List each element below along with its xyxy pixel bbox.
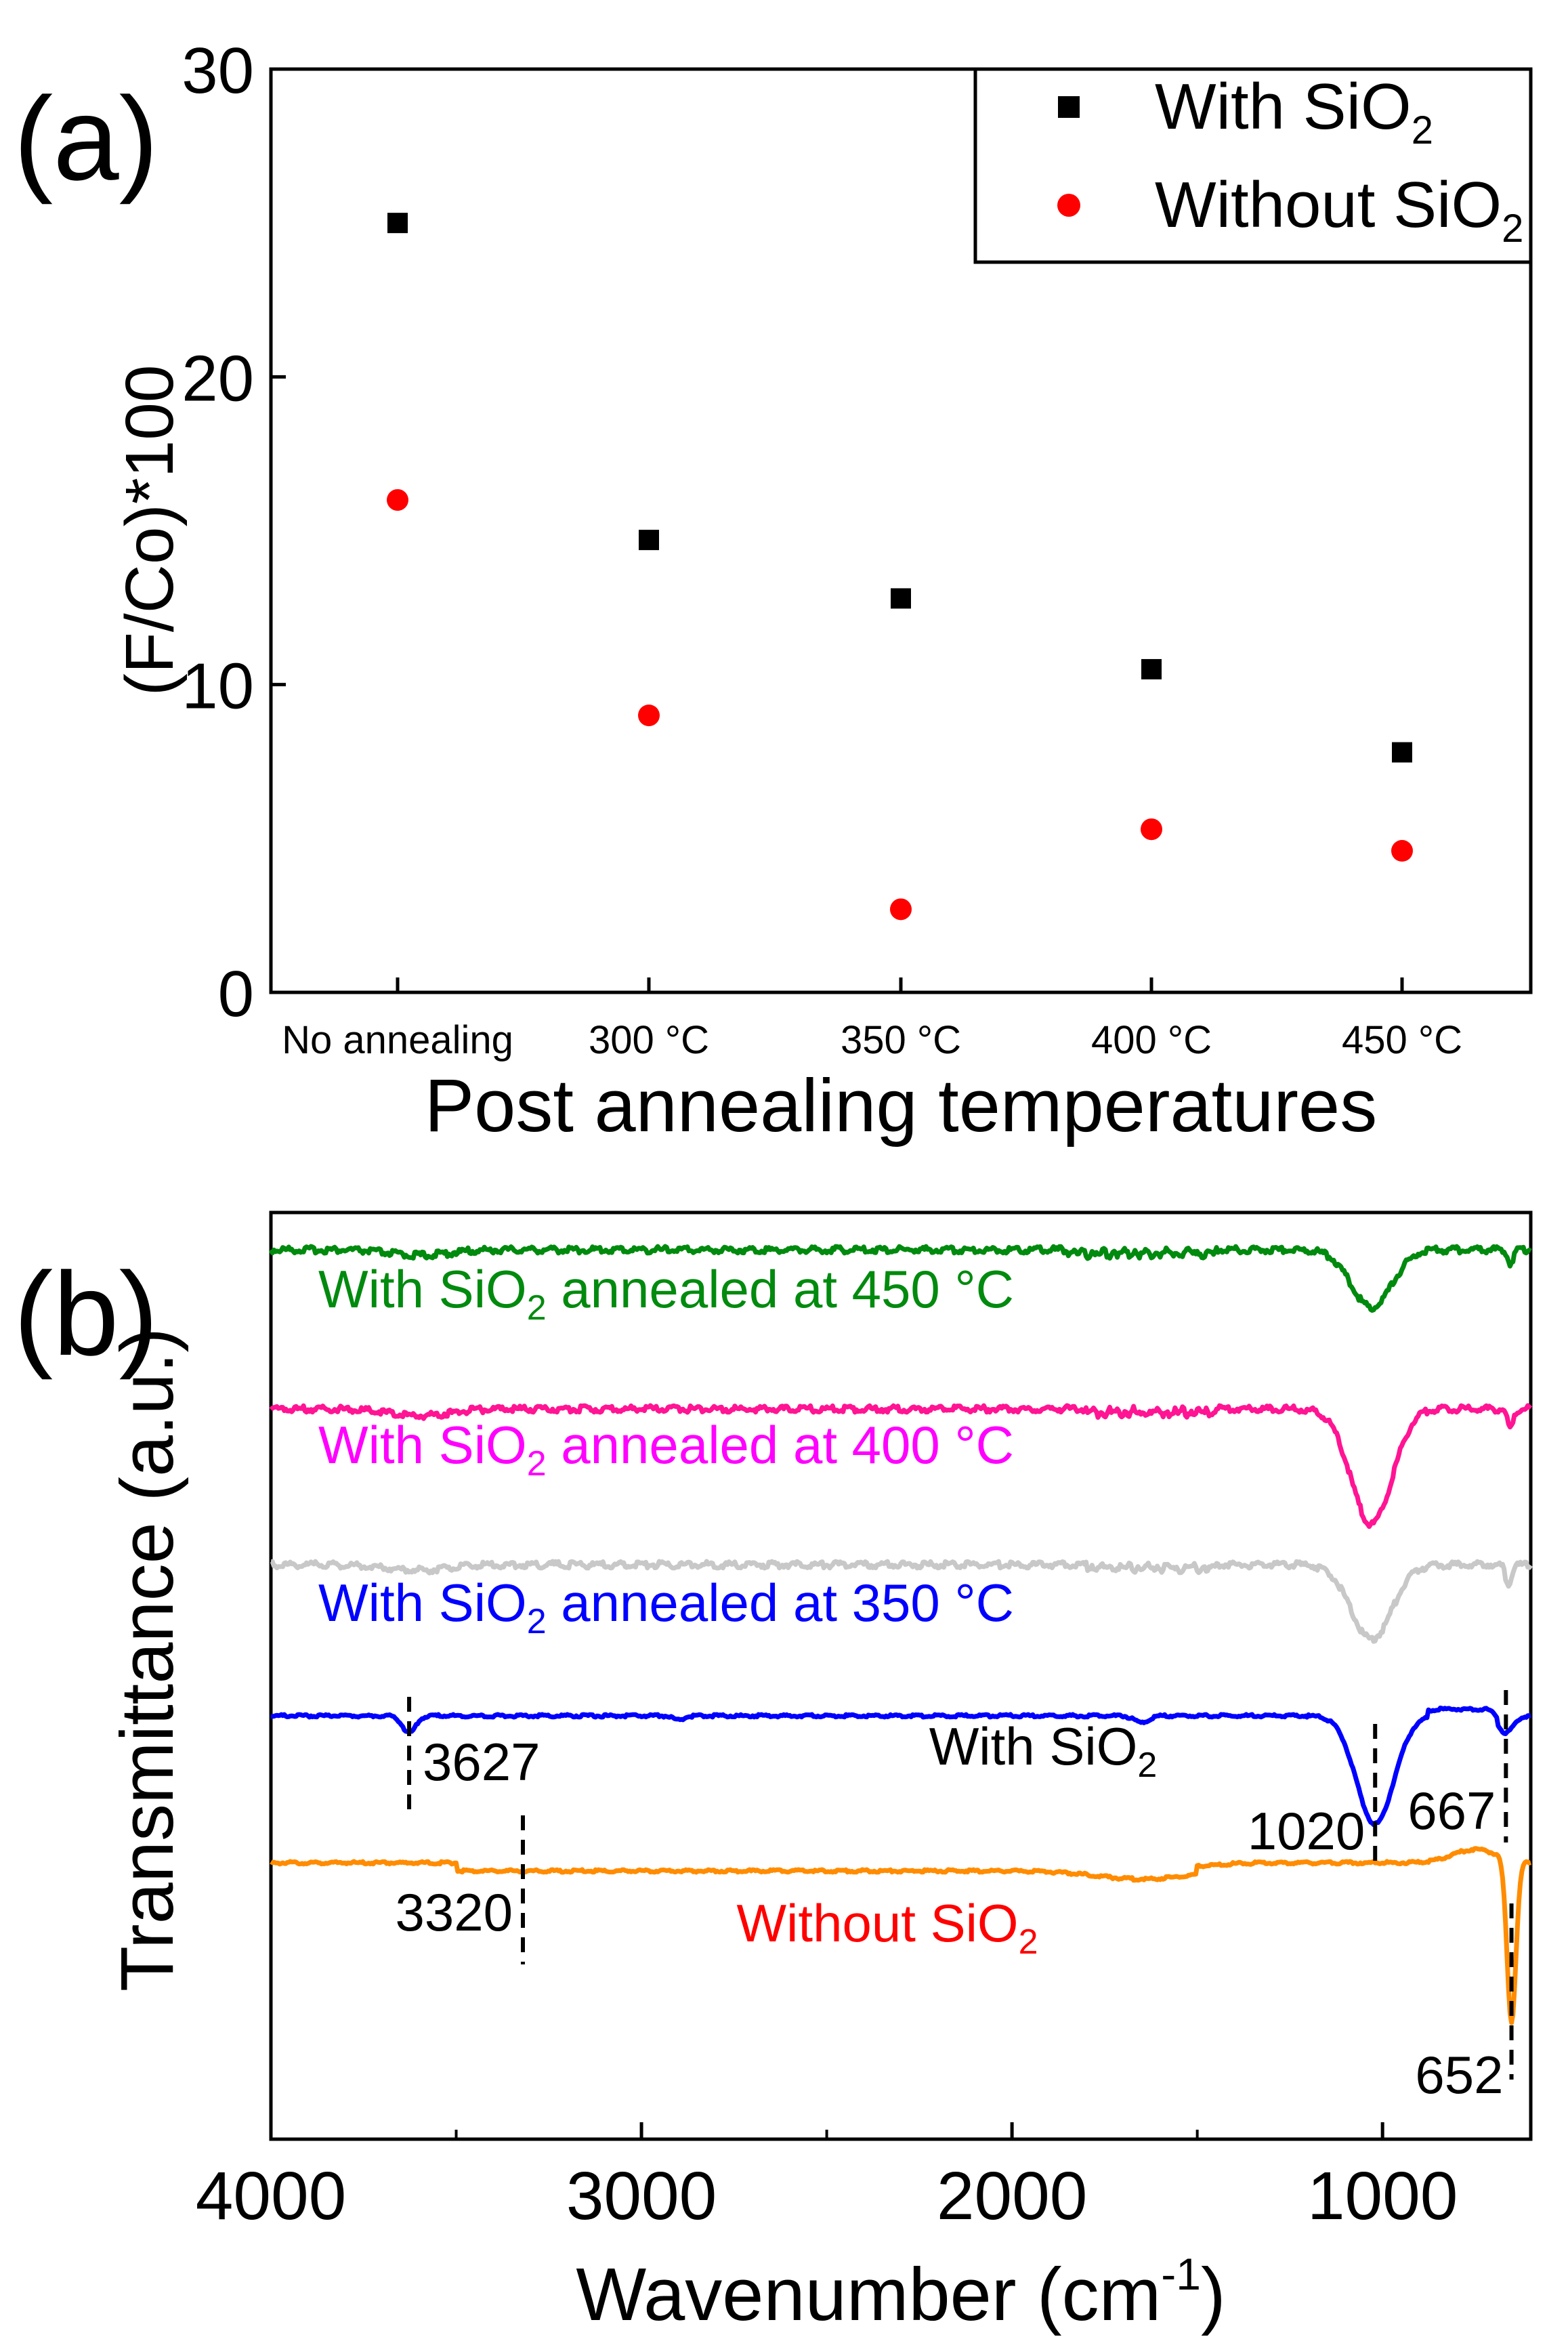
peak-label: 3627	[423, 1732, 541, 1792]
x-tick-label: 4000	[196, 2158, 346, 2234]
panel-a: (a) 0 10 20 30 No annealing 300 °C 350 °C 400 …	[14, 35, 1533, 1147]
label-text: Without SiO	[736, 1893, 1018, 1953]
y-tick-label: 10	[182, 650, 254, 723]
x-tick-label: 300 °C	[589, 1018, 709, 1062]
panel-b-x-axis-title: Wavenumber (cm-1)	[576, 2249, 1225, 2336]
label-subscript: 2	[527, 1602, 547, 1641]
label-text: With SiO	[318, 1573, 527, 1632]
x-tick-label: 400 °C	[1091, 1018, 1212, 1062]
peak-label: 667	[1407, 1781, 1496, 1840]
x-tick-label: 2000	[937, 2158, 1087, 2234]
panel-b-peak-annotations: 3627 1020 667 3320 652	[395, 1690, 1514, 2105]
spectrum-with-sio2-350c	[270, 1559, 1533, 1644]
panel-b-label: (b)	[14, 1248, 158, 1381]
label-text: With SiO	[318, 1259, 527, 1319]
panel-a-x-axis: No annealing 300 °C 350 °C 400 °C 450 °C	[282, 977, 1462, 1062]
legend-marker-without-sio2	[1057, 194, 1080, 217]
peak-label: 1020	[1248, 1801, 1365, 1861]
data-point-without-sio2	[890, 898, 912, 921]
peak-label: 652	[1415, 2045, 1503, 2105]
panel-b-plot-frame	[269, 1210, 1533, 2141]
x-tick-label: 350 °C	[841, 1018, 961, 1062]
label-suffix: annealed at 400 °C	[547, 1415, 1014, 1475]
spectrum-with-sio2-450c	[268, 1244, 1532, 1313]
peak-label: 3320	[395, 1882, 513, 1942]
label-text: With SiO	[929, 1716, 1138, 1776]
panel-a-legend: With SiO2 Without SiO2	[973, 67, 1533, 264]
x-tick-label: 450 °C	[1342, 1018, 1462, 1062]
label-without-sio2: Without SiO2	[736, 1893, 1038, 1962]
spectrum-without-sio2	[270, 1846, 1532, 2025]
panel-b: (b) 4000 3000 2000 1000 With SiO2 annealed …	[14, 1210, 1533, 2336]
data-point-with-sio2	[891, 588, 911, 609]
label-suffix: annealed at 350 °C	[547, 1573, 1014, 1632]
label-with-sio2-350c: With SiO2 annealed at 350 °C	[318, 1573, 1014, 1641]
label-subscript: 2	[527, 1288, 547, 1328]
spectrum-with-sio2	[270, 1705, 1532, 1828]
x-tick-label: 1000	[1307, 2158, 1458, 2234]
data-point-with-sio2	[1141, 658, 1162, 679]
panel-b-spectra	[268, 1244, 1533, 2025]
data-point-with-sio2	[1392, 742, 1412, 763]
label-with-sio2-400c: With SiO2 annealed at 400 °C	[318, 1415, 1014, 1483]
label-subscript: 2	[527, 1444, 547, 1483]
label-with-sio2-450c: With SiO2 annealed at 450 °C	[318, 1259, 1014, 1328]
label-suffix: annealed at 450 °C	[547, 1259, 1014, 1319]
panel-a-x-axis-title: Post annealing temperatures	[425, 1064, 1377, 1147]
data-point-with-sio2	[639, 530, 659, 551]
label-subscript: 2	[1137, 1746, 1157, 1785]
data-point-without-sio2	[638, 704, 660, 727]
panel-a-y-axis: 0 10 20 30	[182, 35, 286, 1030]
legend-label-without-sio2: Without SiO2	[1155, 169, 1523, 251]
label-text: With SiO	[318, 1415, 527, 1475]
label-subscript: 2	[1019, 1922, 1038, 1962]
panel-a-label: (a)	[14, 73, 158, 205]
legend-label-with-sio2: With SiO2	[1155, 70, 1433, 152]
y-tick-label: 20	[182, 342, 254, 415]
data-point-with-sio2	[387, 213, 408, 234]
data-point-without-sio2	[387, 489, 408, 511]
panel-a-data-points	[387, 213, 1413, 921]
data-point-without-sio2	[1391, 840, 1413, 862]
y-tick-label: 30	[182, 35, 254, 107]
panel-b-x-axis: 4000 3000 2000 1000	[196, 2122, 1458, 2234]
panel-b-y-axis-title: Transmittance (a.u.)	[106, 1328, 189, 1992]
legend-box	[973, 67, 1533, 264]
spectrum-with-sio2-400c	[269, 1403, 1533, 1530]
data-point-without-sio2	[1141, 818, 1162, 841]
y-tick-label: 0	[218, 958, 254, 1030]
panel-a-y-axis-title: (F/Co)*100	[112, 364, 188, 696]
x-tick-label: No annealing	[282, 1018, 513, 1062]
x-tick-label: 3000	[566, 2158, 717, 2234]
legend-marker-with-sio2	[1058, 96, 1080, 118]
label-with-sio2: With SiO2	[929, 1716, 1158, 1785]
